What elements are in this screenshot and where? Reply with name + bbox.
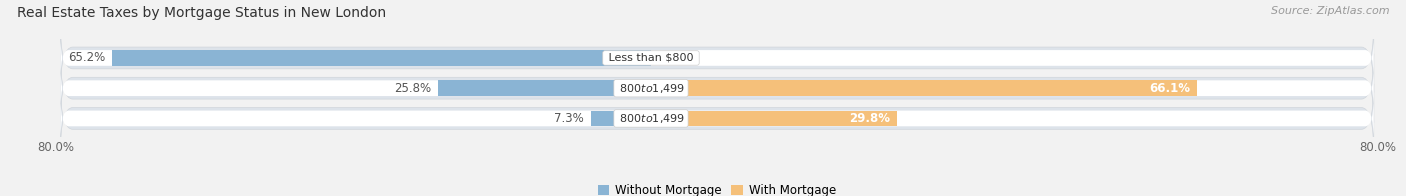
FancyBboxPatch shape	[60, 96, 1374, 141]
Text: Less than $800: Less than $800	[605, 53, 697, 63]
Text: Real Estate Taxes by Mortgage Status in New London: Real Estate Taxes by Mortgage Status in …	[17, 6, 387, 20]
Legend: Without Mortgage, With Mortgage: Without Mortgage, With Mortgage	[593, 179, 841, 196]
Text: 65.2%: 65.2%	[69, 52, 105, 64]
Text: $800 to $1,499: $800 to $1,499	[616, 82, 686, 95]
Text: 29.8%: 29.8%	[849, 112, 890, 125]
Bar	[437, 80, 651, 96]
Bar	[651, 80, 1197, 96]
Text: $800 to $1,499: $800 to $1,499	[616, 112, 686, 125]
Bar	[591, 111, 651, 126]
Text: 7.3%: 7.3%	[554, 112, 583, 125]
Text: 66.1%: 66.1%	[1149, 82, 1191, 95]
FancyBboxPatch shape	[60, 35, 1374, 80]
FancyBboxPatch shape	[60, 24, 1374, 93]
Bar	[112, 50, 651, 66]
Text: 0.0%: 0.0%	[659, 52, 689, 64]
FancyBboxPatch shape	[60, 54, 1374, 123]
FancyBboxPatch shape	[60, 66, 1374, 111]
FancyBboxPatch shape	[60, 84, 1374, 153]
Text: Source: ZipAtlas.com: Source: ZipAtlas.com	[1271, 6, 1389, 16]
Bar	[651, 111, 897, 126]
Text: 25.8%: 25.8%	[394, 82, 432, 95]
